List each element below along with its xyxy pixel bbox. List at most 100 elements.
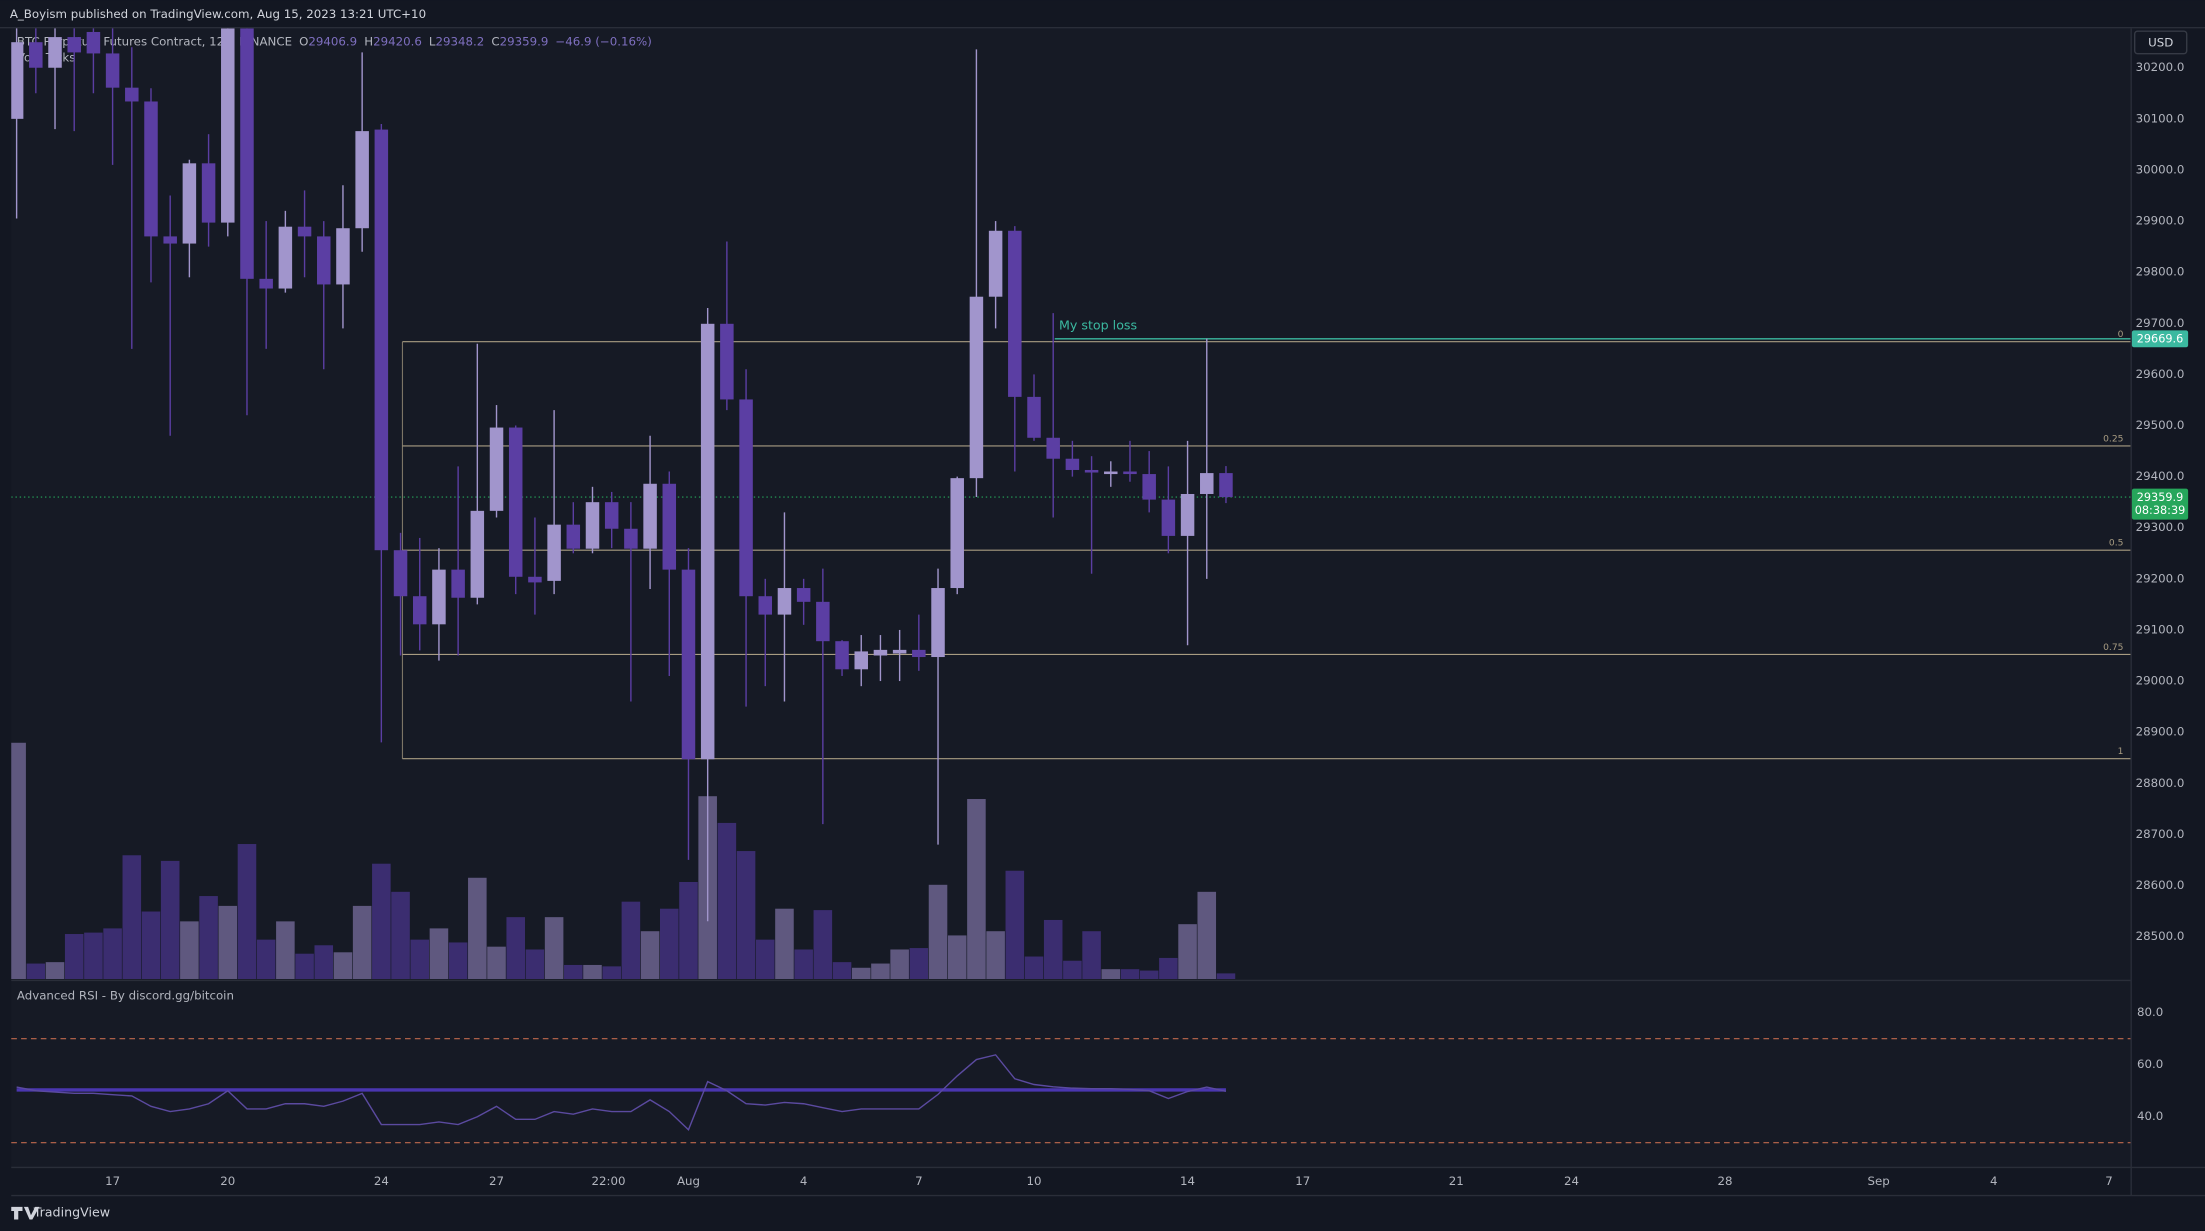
volume-bar <box>602 966 621 980</box>
volume-bar <box>103 928 122 980</box>
brand-logo[interactable] <box>11 1206 40 1220</box>
candle-body <box>547 524 561 581</box>
last-price-box <box>2131 488 2189 520</box>
rsi-tick-label: 60.0 <box>2137 1057 2163 1071</box>
currency-button[interactable] <box>2133 30 2188 55</box>
rsi-layer <box>11 1038 2131 1144</box>
x-tick-label: 14 <box>1180 1174 1195 1188</box>
volume-bar <box>813 910 833 980</box>
volume-bar <box>122 855 142 980</box>
volume-bar <box>45 962 65 980</box>
volume-bar <box>660 908 679 980</box>
volume-bar <box>314 945 334 980</box>
y-tick-label: 29000.0 <box>2136 674 2185 688</box>
y-tick-label: 30100.0 <box>2136 111 2185 125</box>
fib-level-label: 0.75 <box>2103 643 2124 653</box>
candle-body <box>643 483 657 549</box>
candle-body <box>67 37 81 53</box>
legend-field-value: 29406.9 <box>308 34 357 48</box>
y-tick-label: 30000.0 <box>2136 162 2185 176</box>
candle-body <box>259 278 273 289</box>
candle-body <box>720 323 734 400</box>
candle-body <box>835 641 849 670</box>
fib-level-label: 0.25 <box>2103 434 2124 444</box>
volume-bar <box>26 963 46 980</box>
volume-bar <box>410 939 430 980</box>
volume-bar <box>871 963 890 980</box>
candle-body <box>1027 396 1041 438</box>
legend-field-letter: H <box>364 34 373 48</box>
y-tick-label: 28900.0 <box>2136 725 2185 739</box>
candle-body <box>297 226 312 237</box>
volume-bar <box>1101 969 1121 980</box>
candle-body <box>624 528 638 549</box>
candle-body <box>1123 471 1137 475</box>
volume-bar <box>448 942 468 980</box>
candle-body <box>182 163 197 244</box>
candle-body <box>125 87 139 102</box>
candle-body <box>1065 458 1080 470</box>
y-tick-label: 29100.0 <box>2136 622 2185 636</box>
candle-body <box>374 129 389 551</box>
candle-body <box>873 649 888 656</box>
x-tick-label: 24 <box>1564 1174 1579 1188</box>
volume-bar <box>794 949 813 980</box>
x-tick-label: 7 <box>915 1174 923 1188</box>
volume-bar <box>1082 931 1101 980</box>
volume-bar <box>372 863 391 980</box>
volume-bar <box>1024 956 1044 980</box>
fib-level-label: 0 <box>2118 330 2124 340</box>
x-tick-label: 10 <box>1026 1174 1041 1188</box>
legend-field-value: 29359.9 <box>500 34 549 48</box>
candle-body <box>988 230 1003 297</box>
stop-loss-price-label: 29669.6 <box>2137 333 2184 346</box>
x-tick-label: 27 <box>489 1174 504 1188</box>
volume-bar <box>468 877 487 980</box>
volume-bar <box>679 881 698 980</box>
candle-body <box>662 483 677 570</box>
volume-bar <box>621 901 641 980</box>
candle-body <box>1084 469 1099 473</box>
volume-bar <box>64 934 84 980</box>
volume-bar <box>1005 870 1025 980</box>
y-tick-label: 29200.0 <box>2136 571 2185 585</box>
candle-body <box>912 649 926 658</box>
candle-body <box>1180 493 1195 536</box>
candle-body <box>470 510 485 598</box>
volume-bar <box>256 939 276 980</box>
y-tick-label: 29600.0 <box>2136 367 2185 381</box>
y-tick-label: 28500.0 <box>2136 929 2185 943</box>
volume-bar <box>640 931 660 980</box>
candle-body <box>758 596 773 615</box>
candle-body <box>1142 474 1156 500</box>
stop-loss-label: My stop loss <box>1059 318 1137 333</box>
rsi-title: Advanced RSI - By discord.gg/bitcoin <box>17 988 234 1002</box>
x-tick-label: 21 <box>1449 1174 1464 1188</box>
volume-bar <box>352 905 372 980</box>
volume-bar <box>1216 973 1236 980</box>
volume-bar <box>1159 957 1178 980</box>
volume-bar <box>583 964 602 980</box>
legend-field-letter: O <box>299 34 308 48</box>
candle-body <box>336 228 350 285</box>
candle-body <box>144 101 158 237</box>
y-tick-label: 30200.0 <box>2136 60 2185 74</box>
volume-bar <box>1197 891 1217 980</box>
x-tick-label: 20 <box>220 1174 235 1188</box>
axis-layer: 30200.0 30100.0 30000.0 29900.0 29800.0 29700… <box>105 60 2189 1188</box>
candle-body <box>29 42 43 68</box>
legend-field-letter: C <box>491 34 499 48</box>
volume-bar <box>1139 970 1159 980</box>
brand-name[interactable]: TradingView <box>33 1205 110 1220</box>
candle-body <box>412 596 427 625</box>
currency-label[interactable]: USD <box>2148 36 2173 50</box>
candle-body <box>317 236 331 285</box>
volume-bar <box>1043 919 1063 980</box>
x-tick-label: 7 <box>2105 1174 2113 1188</box>
volume-bar <box>564 964 583 980</box>
candle-body <box>221 28 235 223</box>
volume-bar <box>525 949 545 980</box>
fib-level-label: 0.5 <box>2109 539 2124 549</box>
y-tick-label: 29700.0 <box>2136 316 2185 330</box>
